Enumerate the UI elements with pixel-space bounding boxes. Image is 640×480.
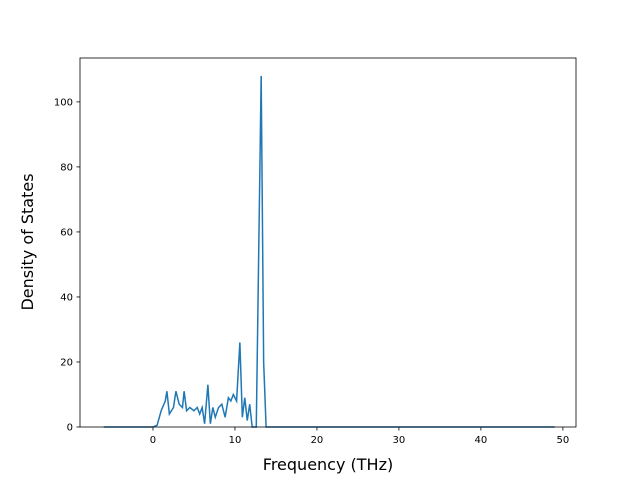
y-tick-label: 0	[67, 423, 73, 434]
y-tick-label: 60	[60, 227, 73, 238]
x-tick-label: 0	[150, 435, 156, 446]
x-tick-label: 10	[229, 435, 242, 446]
y-tick-label: 20	[60, 357, 73, 368]
y-tick-label: 80	[60, 162, 73, 173]
y-axis-label: Density of States	[18, 173, 37, 310]
x-axis-label: Frequency (THz)	[263, 455, 393, 474]
data-line	[103, 75, 555, 428]
y-tick-label: 40	[60, 292, 73, 303]
y-tick-label: 100	[54, 97, 73, 108]
x-tick-label: 20	[311, 435, 324, 446]
x-tick-label: 30	[393, 435, 406, 446]
x-tick-label: 50	[557, 435, 570, 446]
plot-frame	[79, 57, 577, 428]
x-tick-label: 40	[475, 435, 488, 446]
